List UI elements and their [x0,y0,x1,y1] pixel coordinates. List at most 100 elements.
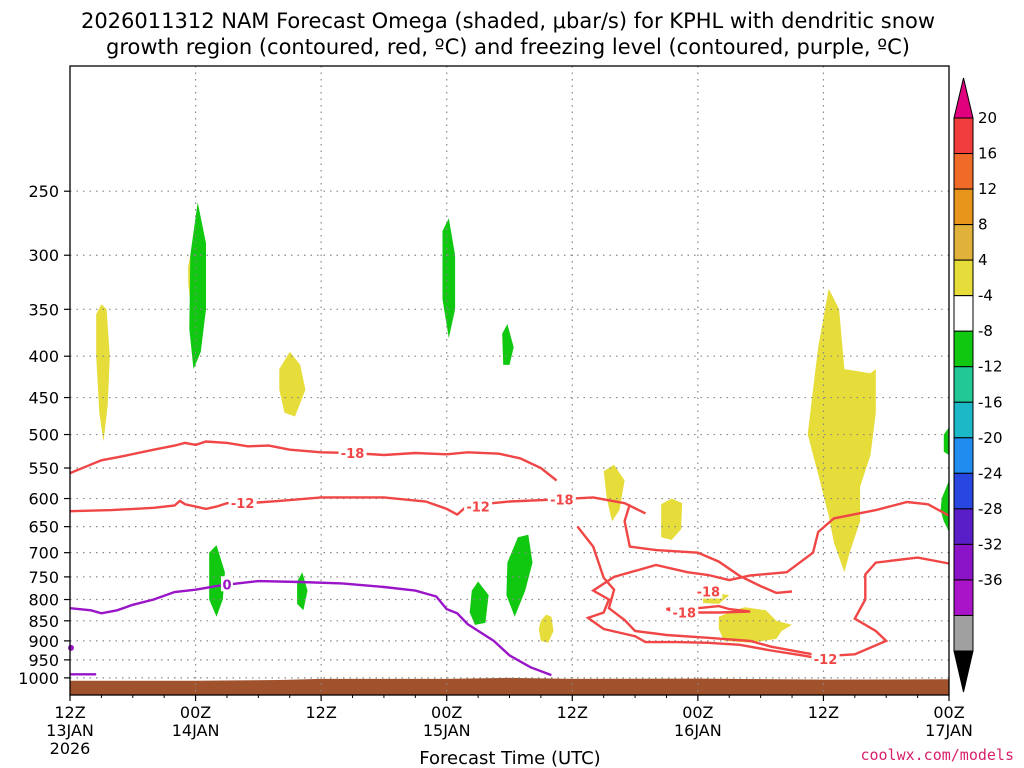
x-tick-label: 14JAN [172,721,220,740]
freezing-level-contour [69,579,552,677]
x-tick-label: 17JAN [925,721,973,740]
contour-label-minus18-bg [547,491,576,507]
colorbar-label: 4 [978,251,988,269]
dgz-contour-minus12-lower [585,500,950,661]
omega-positive-region [96,304,110,442]
colorbar-swatch [953,153,974,190]
omega-positive-region [538,614,554,643]
contour-label-minus12-bg [811,651,840,667]
y-tick-label: 250 [28,182,59,201]
colorbar-label: -16 [978,393,1003,411]
omega-negative-region [940,480,949,532]
credit-text: coolwx.com/models [860,746,1014,764]
y-tick-label: 700 [28,544,59,563]
colorbar-label: 20 [978,109,997,127]
omega-negative-region [442,218,456,339]
y-tick-label: 900 [28,632,59,651]
contour-label-layer: -18-12 -12 -18-18-18-120 [220,445,840,668]
y-tick-label: 800 [28,591,59,610]
x-tick-label: 2026 [50,739,91,758]
contour-label-minus18-bg [694,583,723,599]
colorbar-label: -8 [978,322,993,340]
contour-label-minus12-bg [228,495,257,511]
omega-positive-region [718,607,792,643]
y-tick-label: 600 [28,490,59,509]
colorbar-swatch [953,330,974,368]
contour-label-minus18: -18 [341,447,365,462]
grid-layer [70,66,949,695]
omega-negative-region [506,534,533,617]
colorbar-swatch [953,188,974,226]
omega-negative-region [189,202,206,370]
colorbar-label: 8 [978,216,988,234]
colorbar-swatch [953,295,974,332]
y-tick-label: 1000 [18,669,59,688]
x-tick-label: 12Z [305,703,336,722]
colorbar-label: -32 [978,535,1003,553]
colorbar-swatch [953,401,974,439]
y-tick-label: 750 [28,568,59,587]
x-tick-label: 15JAN [423,721,471,740]
colorbar-swatch [953,259,974,297]
contour-label-minus18-bg [670,604,699,620]
y-tick-label: 550 [28,459,59,478]
x-tick-label: 00Z [180,703,211,722]
y-axis: 2503003504004505005506006507007508008509… [18,182,70,688]
x-tick-label: 12Z [808,703,839,722]
colorbar-label: -12 [978,358,1003,376]
omega-negative-region [209,545,225,617]
x-tick-label: 00Z [682,703,713,722]
colorbar-swatch [953,508,974,545]
colorbar-label: -24 [978,464,1003,482]
y-tick-label: 850 [28,612,59,631]
colorbar-bottom-triangle [953,650,974,693]
x-tick-label: 00Z [431,703,462,722]
omega-positive-region [279,351,306,417]
colorbar-swatch [953,437,974,474]
ground-layer [70,677,949,695]
dgz-contour-minus18-middle [576,525,950,658]
x-axis-title: Forecast Time (UTC) [419,748,600,768]
y-tick-label: 400 [28,347,59,366]
colorbar-label: 16 [978,145,997,163]
colorbar-swatch [953,224,974,261]
contour-label-minus18: -18 [550,494,574,509]
contour-label-freezing-bg [220,576,233,592]
colorbar-swatch [953,614,974,652]
omega-positive-region [661,498,683,540]
contour-label-minus18: -18 [673,606,697,621]
dgz-contour-minus12-upper [69,496,647,517]
chart-title-line2: growth region (contoured, red, ºC) and f… [106,35,910,59]
x-tick-label: 12Z [557,703,588,722]
contour-label-minus12: -12 [466,501,490,516]
y-tick-label: 450 [28,389,59,408]
chart-title-line1: 2026011312 NAM Forecast Omega (shaded, μ… [81,9,935,33]
colorbar-label: -36 [978,571,1003,589]
dgz-contour-minus18-lower [623,503,793,595]
contour-label-freezing: 0 [222,578,231,593]
omega-negative-region [469,581,489,625]
contour-label-minus18: -18 [697,586,721,601]
contour-label-minus18-bg [338,445,367,461]
colorbar-swatch [953,117,974,155]
x-tick-label: 00Z [933,703,964,722]
colorbar-swatch [953,579,974,616]
omega-shading-layer [96,202,949,643]
y-tick-label: 500 [28,426,59,445]
colorbar-top-triangle [953,77,974,119]
y-tick-label: 300 [28,246,59,265]
contour-label-minus12-bg [464,498,493,514]
colorbar-label: -4 [978,287,993,305]
colorbar-label: -20 [978,429,1003,447]
x-tick-label: 16JAN [674,721,722,740]
ground-terrain [70,677,949,695]
dgz-contour-minus18-upper [69,440,558,482]
x-tick-label: 12Z [54,703,85,722]
y-tick-label: 350 [28,300,59,319]
colorbar: 20 16 12 8 4 -4 -8 -12 -16 -20 -24 -28 -32 -36 [953,77,1003,693]
omega-positive-region [807,288,876,573]
x-tick-label: 13JAN [46,721,94,740]
omega-positive-region [603,464,625,522]
